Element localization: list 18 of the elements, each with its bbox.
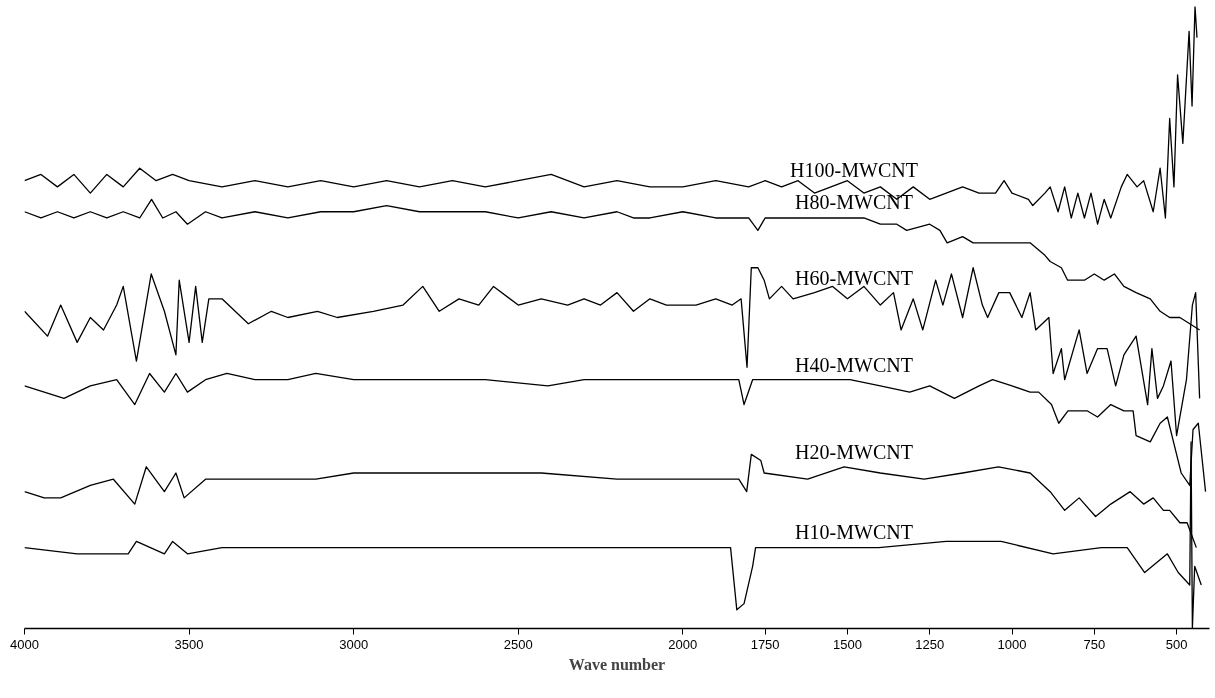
series-label: H40-MWCNT [795, 353, 913, 376]
x-tick-label: 500 [1165, 636, 1188, 652]
x-tick-label: 2500 [503, 636, 533, 652]
x-tick-label: 2000 [668, 636, 698, 652]
x-tick-label: 4000 [10, 636, 39, 652]
series-label: H80-MWCNT [795, 190, 913, 213]
series-label: H10-MWCNT [795, 520, 913, 543]
series-label: H100-MWCNT [790, 158, 918, 181]
x-tick-label: 1250 [915, 636, 945, 652]
x-tick-label: 1000 [997, 636, 1027, 652]
x-tick-label: 1750 [750, 636, 780, 652]
x-tick-label: 3000 [339, 636, 369, 652]
series-label: H20-MWCNT [795, 441, 913, 464]
x-tick-label: 750 [1083, 636, 1106, 652]
x-tick-label: 1500 [832, 636, 862, 652]
x-axis-title: Wave number [568, 655, 666, 673]
x-tick-label: 3500 [174, 636, 204, 652]
series-label: H60-MWCNT [795, 266, 913, 289]
